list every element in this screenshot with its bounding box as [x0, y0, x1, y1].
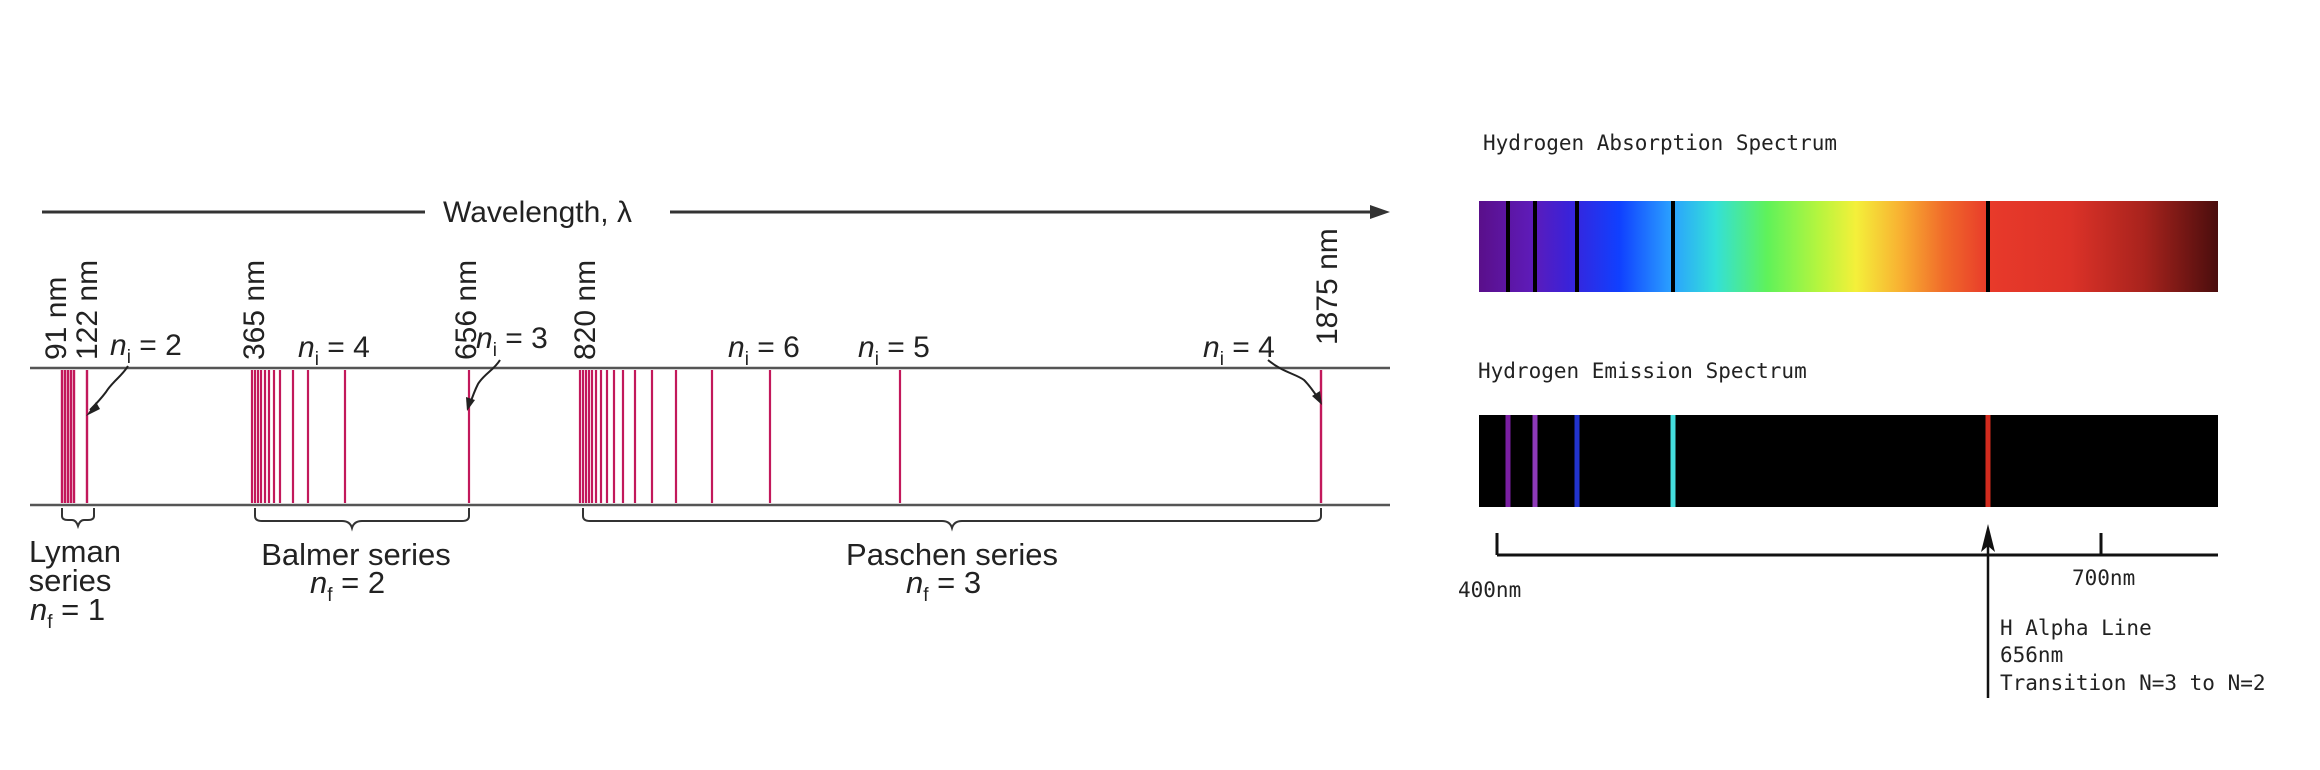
balmer-nf-label: nf = 2: [310, 565, 385, 606]
emission-spectrum-band: [1479, 415, 2218, 507]
ni-label-paschen-5: ni = 5: [858, 331, 930, 370]
series-diagram: Wavelength, λ 91 nm 122 nm 365 nm 656 nm…: [29, 196, 1390, 633]
ni-pointer-arrowhead-paschen: [1312, 391, 1322, 405]
h-alpha-transition: Transition N=3 to N=2: [2000, 671, 2266, 695]
emission-lines: [1505, 415, 1991, 507]
wavelength-label-656nm: 656 nm: [450, 260, 483, 360]
wavelength-label-820nm: 820 nm: [569, 260, 602, 360]
ni-label-paschen-4: ni = 4: [1203, 331, 1275, 370]
ni-label-lyman: ni = 2: [110, 329, 182, 368]
paschen-brace: [582, 508, 1322, 532]
balmer-brace: [254, 508, 470, 532]
lyman-brace: [61, 508, 95, 530]
wavelength-axis-label: Wavelength, λ: [443, 196, 632, 229]
ni-label-paschen-6: ni = 6: [728, 331, 800, 370]
scale-label-700nm: 700nm: [2072, 566, 2135, 590]
ni-pointer-arrow-paschen: [1267, 359, 1319, 399]
h-alpha-arrowhead: [1981, 524, 1995, 552]
spectral-lines: [60, 370, 1323, 503]
spectrum-panel: Hydrogen Absorption Spectrum Hydrogen Em…: [1458, 131, 2266, 698]
balmer-series-name: Balmer series: [261, 537, 451, 572]
ni-pointer-arrowhead-balmer: [466, 397, 475, 411]
h-alpha-label: H Alpha Line: [2000, 616, 2152, 640]
paschen-nf-label: nf = 3: [906, 565, 981, 606]
wavelength-label-122nm: 122 nm: [71, 260, 104, 360]
wavelength-label-365nm: 365 nm: [238, 260, 271, 360]
wavelength-label-1875nm: 1875 nm: [1311, 228, 1344, 345]
lyman-series-name-line2: series: [29, 563, 112, 598]
absorption-spectrum-band: [1479, 201, 2218, 292]
wavelength-label-91nm: 91 nm: [40, 277, 73, 360]
ni-label-balmer-4: ni = 4: [298, 331, 370, 370]
lyman-nf-label: nf = 1: [30, 592, 105, 633]
absorption-title: Hydrogen Absorption Spectrum: [1483, 131, 1837, 155]
ni-label-balmer-3: ni = 3: [476, 322, 548, 361]
wavelength-axis-arrowhead: [1370, 205, 1390, 219]
emission-title: Hydrogen Emission Spectrum: [1478, 359, 1807, 383]
ni-pointer-arrowhead-lyman: [86, 402, 100, 416]
absorption-lines: [1506, 201, 1990, 292]
scale-label-400nm: 400nm: [1458, 578, 1521, 602]
lyman-series-name: Lyman: [29, 534, 121, 569]
paschen-series-name: Paschen series: [846, 537, 1058, 572]
h-alpha-wavelength: 656nm: [2000, 643, 2063, 667]
ni-pointer-arrow-balmer: [469, 359, 501, 405]
